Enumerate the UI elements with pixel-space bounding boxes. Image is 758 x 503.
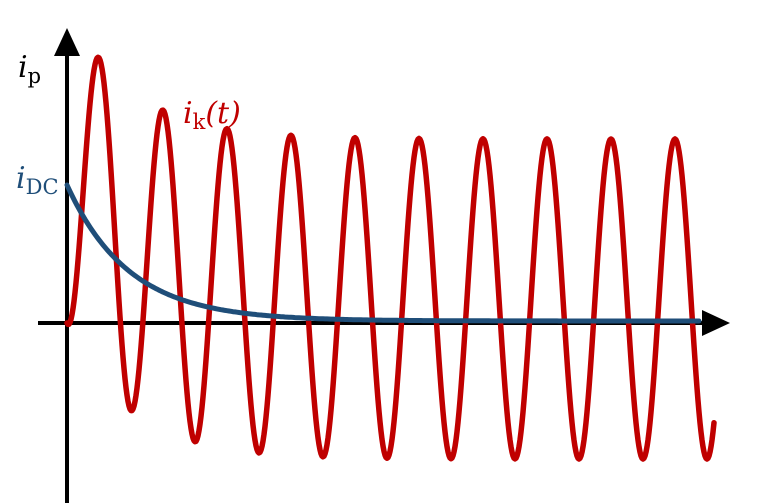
dc-component-label: iDC [16,161,59,199]
y-axis-label: ip [18,50,41,88]
y-axis-arrowhead [54,28,80,56]
dc-component-curve [64,182,702,324]
short-circuit-current-curve [64,54,717,462]
x-axis-arrowhead [702,310,730,336]
short-circuit-current-label: ik(t) [183,96,241,134]
